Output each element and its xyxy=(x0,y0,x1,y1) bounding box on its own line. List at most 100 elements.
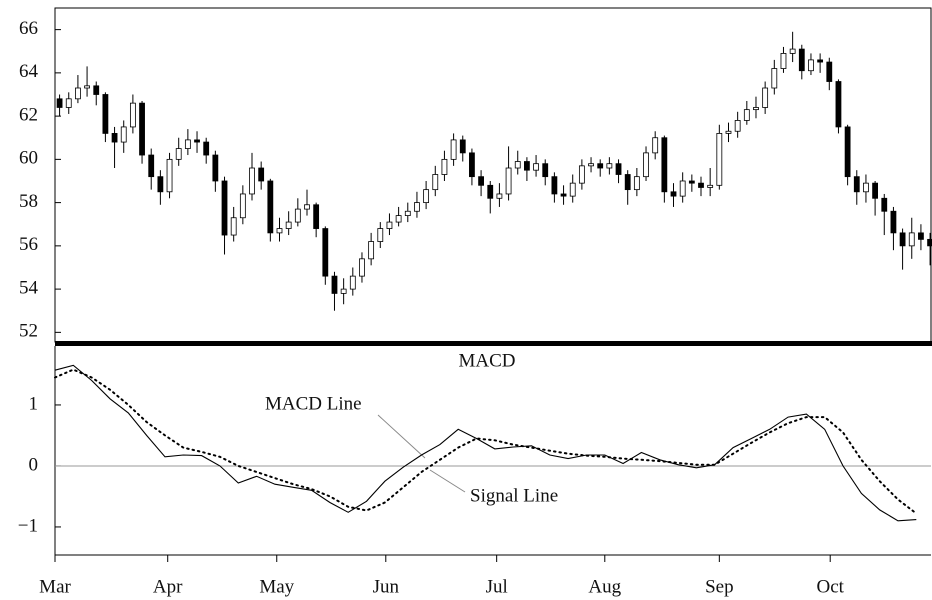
y-tick-label: 52 xyxy=(19,321,38,342)
candle-body xyxy=(120,126,127,143)
y-tick-label: 54 xyxy=(19,277,39,298)
series-label: MACD Line xyxy=(265,393,362,414)
x-tick-label: May xyxy=(259,576,294,597)
candle-body xyxy=(808,59,814,72)
macd-series-line xyxy=(54,364,917,522)
candle-body xyxy=(863,182,869,193)
candle-body xyxy=(835,81,842,128)
candle-body xyxy=(157,176,164,193)
candle-body xyxy=(569,182,576,197)
y-tick-label: 64 xyxy=(19,61,39,82)
candle-body xyxy=(524,161,530,171)
y-tick-label: 56 xyxy=(19,234,38,255)
candle-body xyxy=(65,98,72,108)
candle-body xyxy=(230,217,237,236)
candle-body xyxy=(652,137,659,154)
candle-body xyxy=(331,275,338,294)
macd-title: MACD xyxy=(458,350,515,371)
series-label: Signal Line xyxy=(470,485,558,506)
candle-body xyxy=(725,130,732,134)
x-tick-label: Oct xyxy=(816,576,844,597)
x-tick-label: Sep xyxy=(705,576,734,597)
candle-body xyxy=(313,204,320,229)
candle-body xyxy=(487,184,494,199)
candle-body xyxy=(872,182,879,199)
candle-body xyxy=(267,180,274,234)
candle-body xyxy=(734,120,741,132)
candle-body xyxy=(853,176,860,193)
candle-body xyxy=(789,48,796,54)
candle-body xyxy=(560,193,567,197)
candle-body xyxy=(441,158,448,175)
candle-body xyxy=(395,215,402,223)
candle-body xyxy=(469,152,475,178)
candle-body xyxy=(679,180,686,197)
candle-body xyxy=(175,148,182,160)
candle-body xyxy=(505,167,512,195)
candle-body xyxy=(661,137,668,193)
y-tick-label: 0 xyxy=(29,454,39,475)
candle-body xyxy=(615,163,622,175)
candle-body xyxy=(533,163,539,171)
candle-body xyxy=(496,193,503,199)
candle-body xyxy=(908,232,915,247)
candle-body xyxy=(102,94,109,134)
candle-body xyxy=(707,184,714,188)
candle-body xyxy=(285,221,292,229)
candle-body xyxy=(304,204,310,210)
candle-body xyxy=(606,163,613,169)
candle-body xyxy=(478,176,484,186)
y-tick-label: 1 xyxy=(29,393,39,414)
candle-body xyxy=(75,87,81,100)
y-tick-label: 58 xyxy=(19,191,38,212)
candle-body xyxy=(377,228,384,242)
candle-body xyxy=(927,238,932,247)
candle-body xyxy=(340,288,347,294)
macd-series-line xyxy=(54,368,918,515)
candle-body xyxy=(716,133,723,186)
x-tick-label: Jul xyxy=(486,576,508,597)
candle-body xyxy=(624,174,631,191)
candle-body xyxy=(166,158,173,193)
candle-body xyxy=(184,139,191,149)
y-tick-label: 60 xyxy=(19,148,38,169)
candle-body xyxy=(643,152,649,178)
candle-body xyxy=(899,232,906,247)
candle-body xyxy=(386,221,393,229)
x-tick-label: Jun xyxy=(373,576,400,597)
candle-body xyxy=(111,133,118,143)
candle-body xyxy=(762,87,769,108)
candle-body xyxy=(129,102,136,128)
candle-body xyxy=(221,180,228,236)
candle-body xyxy=(588,163,594,167)
candle-body xyxy=(817,59,824,63)
x-tick-label: Aug xyxy=(588,576,621,597)
candle-body xyxy=(212,154,219,182)
x-tick-label: Mar xyxy=(39,576,71,597)
candle-body xyxy=(359,258,365,277)
leader-line xyxy=(429,469,466,493)
candle-body xyxy=(688,180,695,184)
candle-body xyxy=(551,176,558,195)
candle-body xyxy=(844,126,851,178)
candle-body xyxy=(276,228,283,234)
candle-body xyxy=(148,154,155,178)
candle-body xyxy=(432,174,439,191)
leader-line xyxy=(377,414,426,459)
candle-body xyxy=(459,139,466,154)
candle-body xyxy=(194,139,200,143)
candle-body xyxy=(93,85,100,95)
candle-body xyxy=(597,163,604,169)
panel-divider xyxy=(55,341,932,346)
candle-body xyxy=(423,189,430,204)
candle-body xyxy=(542,163,549,178)
candle-body xyxy=(258,167,265,182)
candle-body xyxy=(368,241,375,260)
y-tick-label: −1 xyxy=(18,515,38,536)
candle-body xyxy=(881,197,888,212)
candle-body xyxy=(349,275,356,290)
candle-body xyxy=(798,48,805,72)
candle-body xyxy=(890,210,897,234)
candle-body xyxy=(578,165,585,184)
